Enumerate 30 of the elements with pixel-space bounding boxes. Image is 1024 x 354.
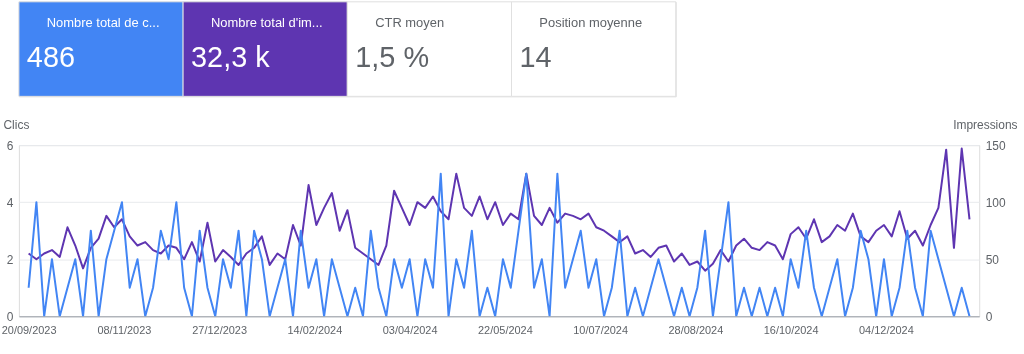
x-tick-label: 14/02/2024 (287, 323, 343, 336)
y-axis-title: Clics (3, 117, 30, 132)
y-tick-label: 6 (6, 138, 14, 153)
y-tick-label: 2 (6, 252, 14, 267)
x-tick-label: 28/08/2024 (668, 323, 724, 336)
line-series (27, 147, 971, 272)
y2-tick-label: 150 (985, 138, 1006, 153)
x-tick-label: 08/11/2023 (97, 323, 152, 336)
x-tick-label: 10/07/2024 (573, 323, 629, 336)
text: Nombre total de c... (46, 14, 160, 30)
y-tick-label: 4 (6, 195, 14, 210)
y2-tick-label: 0 (985, 309, 993, 324)
y2-tick-label: 50 (985, 252, 1000, 267)
x-tick-label: 04/12/2024 (859, 323, 914, 336)
text: 1,5 % (355, 40, 430, 73)
y2-tick-label: 100 (985, 195, 1006, 210)
x-tick-label: 20/09/2023 (1, 323, 57, 336)
text: 14 (519, 40, 552, 73)
text: Position moyenne (539, 14, 643, 30)
y2-axis-title: Impressions (953, 117, 1018, 132)
y-tick-label: 0 (6, 309, 14, 324)
text: Nombre total d'im... (210, 14, 323, 30)
x-tick-label: 22/05/2024 (478, 323, 533, 336)
x-tick-label: 03/04/2024 (382, 323, 438, 336)
line-series (27, 172, 971, 317)
text: 32,3 k (191, 40, 271, 73)
x-tick-label: 16/10/2024 (763, 323, 819, 336)
text: CTR moyen (375, 14, 445, 30)
text: 486 (26, 40, 75, 73)
x-tick-label: 27/12/2023 (192, 323, 248, 336)
